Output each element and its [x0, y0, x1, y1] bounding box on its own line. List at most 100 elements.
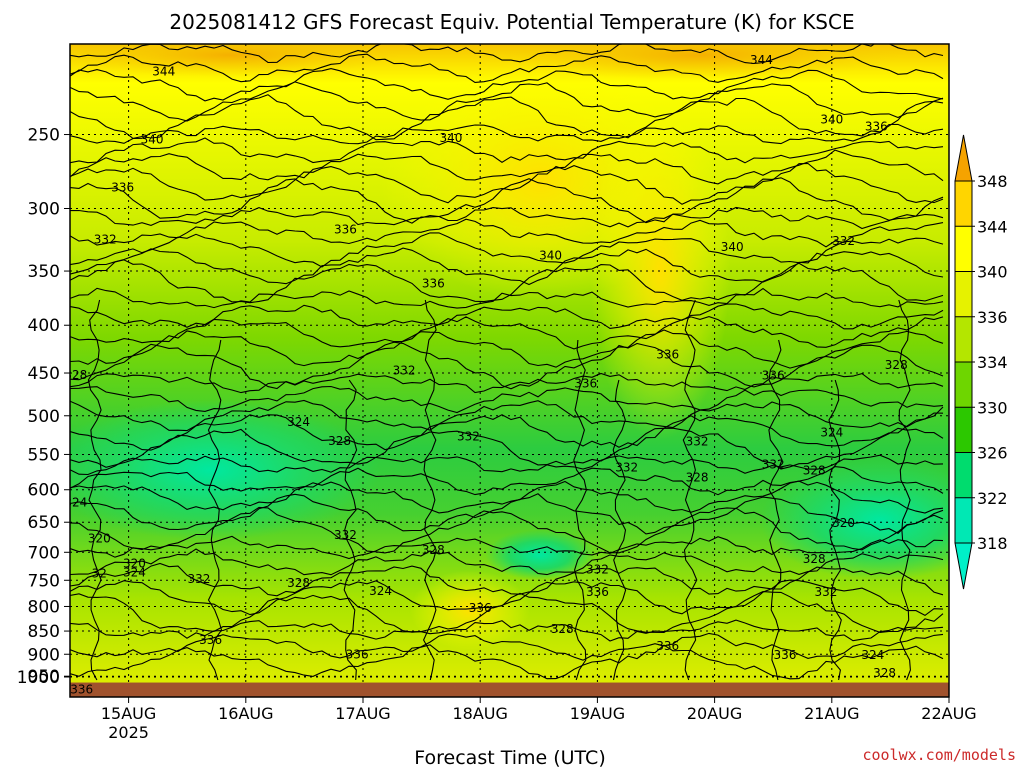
- contour-line: [70, 506, 944, 554]
- contour-label: 324: [123, 566, 146, 580]
- contour-label: 328: [885, 358, 908, 372]
- colorbar-segment: [955, 452, 972, 498]
- y-tick-label: 900: [28, 645, 60, 665]
- y-tick-label: 600: [28, 481, 60, 501]
- contour-line: [612, 379, 627, 681]
- chart-title: 2025081412 GFS Forecast Equiv. Potential…: [169, 10, 854, 34]
- contour-label: 332: [686, 435, 709, 449]
- colorbar-label: 318: [977, 534, 1008, 553]
- contour-line: [70, 316, 944, 350]
- contour-line: [70, 372, 944, 394]
- y-tick-label: 750: [28, 571, 60, 591]
- plot-frame: [69, 43, 950, 698]
- y-tick-label: 700: [28, 543, 60, 563]
- contour-labels: 344 344 340 340 340 336 336 336 340 340 332 332 336 3…: [64, 53, 908, 697]
- contour-label: 324: [64, 495, 87, 509]
- x-tick-label: 15AUG: [101, 704, 156, 723]
- contour-line: [343, 379, 358, 681]
- contour-line: [573, 339, 587, 681]
- contour-label: 336: [762, 369, 785, 383]
- colorbar-arrow-top: [954, 134, 973, 182]
- colorbar-label: 334: [977, 353, 1008, 372]
- contour-label: 336: [586, 585, 609, 599]
- contour-label: 336: [469, 601, 492, 615]
- contour-label: 332: [814, 585, 837, 599]
- contour-label: 328: [422, 543, 445, 557]
- colorbar-segment: [955, 226, 972, 272]
- contour-label: 324: [861, 648, 884, 662]
- contour-label: 332: [334, 528, 357, 542]
- contour-label: 336: [865, 119, 888, 133]
- y-tick-label: 950: [28, 667, 60, 687]
- contour-label: 328: [873, 666, 896, 680]
- contour-label: 340: [439, 131, 462, 145]
- contour-label: 344: [152, 64, 175, 78]
- x-tick-sublabel: 2025: [108, 723, 149, 742]
- contour-label: 332: [615, 461, 638, 475]
- contour-line: [70, 177, 944, 224]
- x-tick-label: 18AUG: [452, 704, 507, 723]
- plot-area: 344 344 340 340 340 336 336 336 340 340 332 332 336 3…: [64, 44, 949, 697]
- contour-label: 336: [70, 683, 93, 697]
- y-tick-label: 300: [28, 200, 60, 220]
- contour-label: 336: [656, 348, 679, 362]
- y-tick-label: 500: [28, 407, 60, 427]
- contour-label: 340: [539, 249, 562, 263]
- contour-line: [70, 206, 944, 230]
- contour-label: 320: [123, 557, 146, 571]
- contour-label: 340: [141, 132, 164, 146]
- y-tick-label: 650: [28, 513, 60, 533]
- contour-line: [70, 412, 944, 451]
- contour-label: 336: [574, 377, 597, 391]
- colorbar-segment: [955, 181, 972, 227]
- contour-line: [70, 644, 944, 680]
- contour-line: [70, 385, 944, 414]
- y-tick-label: 400: [28, 316, 60, 336]
- contour-label: 336: [656, 639, 679, 653]
- contour-label: 332: [586, 562, 609, 576]
- colorbar-label: 340: [977, 263, 1008, 282]
- contour-line: [422, 299, 437, 681]
- contour-line: [70, 162, 944, 205]
- colorbar-segment: [955, 362, 972, 408]
- contour-line: [70, 137, 944, 164]
- ground-below-surface: [70, 682, 949, 697]
- contour-line: [768, 339, 783, 681]
- y-axis-ticks: 250 300 350 400 450 500 550 600 650 700 750 800 850 9…: [17, 126, 70, 688]
- contour-label: 320: [88, 532, 111, 546]
- contour-line: [70, 44, 944, 65]
- x-axis-label: Forecast Time (UTC): [414, 747, 605, 768]
- contour-line: [70, 480, 944, 514]
- colorbar-label: 322: [977, 489, 1008, 508]
- warm-region: [500, 44, 900, 80]
- colorbar-segment: [955, 271, 972, 317]
- contour-label: 336: [199, 633, 222, 647]
- contour-label: 328: [686, 470, 709, 484]
- colorbar-label: 348: [977, 172, 1008, 191]
- contour-line: [70, 548, 944, 576]
- contour-line: [70, 329, 944, 369]
- contour-line: [70, 123, 944, 145]
- contour-line: [70, 287, 944, 309]
- x-tick-label: 22AUG: [921, 704, 976, 723]
- contour-line: [70, 218, 944, 248]
- contour-label: 336: [346, 647, 369, 661]
- contour-line: [70, 81, 944, 122]
- y-tick-label: 850: [28, 622, 60, 642]
- contour-label: 332: [832, 234, 855, 248]
- contour-lines: [70, 44, 944, 681]
- contour-line: [70, 454, 944, 476]
- contour-line: [70, 68, 944, 102]
- contour-label: 340: [820, 113, 843, 127]
- x-tick-label: 21AUG: [804, 704, 859, 723]
- colorbar-label: 344: [977, 217, 1008, 236]
- cold-region: [70, 400, 380, 540]
- colorbar-label: 336: [977, 308, 1008, 327]
- contour-label: 328: [803, 463, 826, 477]
- contour-line: [70, 53, 944, 83]
- contour-label: 336: [773, 648, 796, 662]
- x-tick-label: 16AUG: [218, 704, 273, 723]
- x-tick-label: 20AUG: [687, 704, 742, 723]
- credit-text: coolwx.com/models: [862, 746, 1016, 764]
